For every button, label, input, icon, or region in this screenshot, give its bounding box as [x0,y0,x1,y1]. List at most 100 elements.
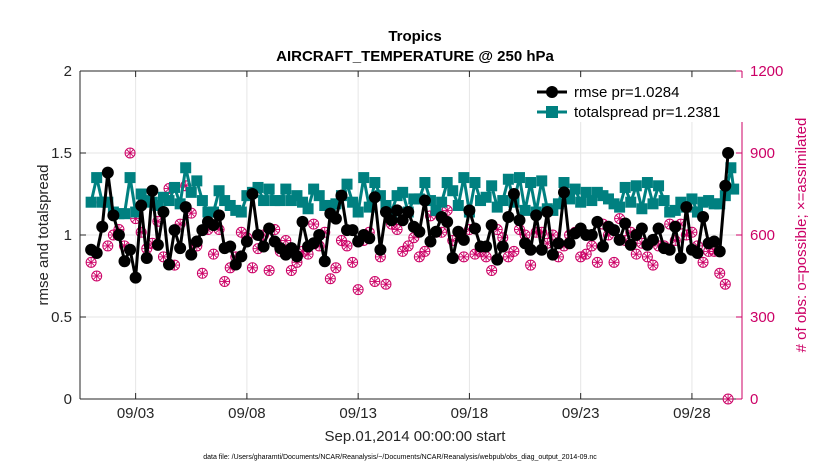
obs-marker [419,245,431,257]
totalspread-point [263,183,275,195]
rmse-point [697,210,710,223]
y-right-tick-label: 1200 [750,63,783,80]
rmse-point [185,248,198,261]
totalspread-point [497,195,509,207]
totalspread-point [608,198,620,210]
totalspread-point [480,191,492,203]
obs-marker [608,256,620,268]
totalspread-point [174,198,186,210]
legend: rmse pr=1.0284 totalspread pr=1.2381 [532,78,746,122]
totalspread-point [458,172,470,184]
obs-marker [208,248,220,260]
totalspread-point [602,193,614,205]
rmse-point [608,224,621,237]
rmse-point [313,229,326,241]
totalspread-point [513,172,525,184]
rmse-point [513,214,526,227]
rmse-point [535,243,548,256]
rmse-point [329,212,342,225]
y-right-tick-label: 600 [750,227,775,244]
rmse-point [646,233,659,246]
totalspread-point [208,206,220,218]
obs-marker [102,240,114,252]
totalspread-point [569,183,581,195]
totalspread-point [625,196,637,208]
rmse-point [441,215,454,228]
totalspread-point [508,196,520,208]
totalspread-point [619,181,631,193]
x-axis-label: Sep.01,2014 00:00:00 start [325,428,507,445]
totalspread-point [96,196,108,208]
rmse-point [680,201,693,214]
totalspread-point [308,183,320,195]
rmse-point [430,225,443,238]
footnote: data file: /Users/gharamti/Documents/NCA… [203,454,597,461]
totalspread-point [647,198,659,210]
obs-marker [196,267,208,279]
totalspread-point [302,203,314,215]
rmse-point [541,206,554,219]
rmse-point [107,209,120,222]
obs-marker [246,262,258,274]
totalspread-point [219,195,231,207]
rmse-point [157,206,170,219]
rmse-point [213,209,226,222]
totalspread-point [552,198,564,210]
x-tick-label: 09/03 [117,405,155,422]
totalspread-point [447,185,459,197]
rmse-point [368,191,381,204]
totalspread-point [85,196,97,208]
obs-marker [219,275,231,287]
rmse-point [402,206,415,219]
rmse-point [96,220,109,233]
rmse-point [619,217,632,230]
rmse-point [502,210,515,223]
rmse-point [585,229,598,241]
rmse-point [174,242,187,255]
rmse-point [463,204,476,217]
rmse-point [135,199,148,212]
totalspread-point [330,198,342,210]
totalspread-point [163,195,175,207]
totalspread-point [358,172,370,184]
totalspread-point [452,199,464,211]
obs-marker [580,248,592,260]
obs-marker [347,256,359,268]
totalspread-point [274,195,286,207]
rmse-series [85,147,735,284]
obs-marker [647,259,659,271]
obs-marker [91,270,103,282]
rmse-point [124,243,137,256]
totalspread-point [636,203,648,215]
x-tick-label: 09/18 [451,405,489,422]
rmse-point [235,250,248,263]
totalspread-point [380,199,392,211]
y-axis-left-ticks: 0 0.5 1 1.5 2 [51,63,86,408]
rmse-point [101,166,114,179]
rmse-point [652,222,665,235]
totalspread-point [691,206,703,218]
x-tick-label: 09/28 [673,405,711,422]
totalspread-point [319,199,331,211]
totalspread-point [469,177,481,189]
totalspread-point [224,199,236,211]
totalspread-point [653,180,665,192]
totalspread-point [441,177,453,189]
totalspread-point [141,195,153,207]
totalspread-point [235,206,247,218]
totalspread-point [185,186,197,198]
totalspread-point [397,186,409,198]
rmse-point [318,255,331,268]
obs-marker [586,240,598,252]
obs-marker [324,273,336,285]
totalspread-point [258,195,270,207]
totalspread-point [285,195,297,207]
rmse-point [151,238,164,251]
rmse-point [146,184,159,197]
rmse-point [557,186,570,199]
totalspread-point [169,181,181,193]
totalspread-point [475,195,487,207]
legend-rmse-marker [546,86,558,98]
obs-marker [369,275,381,287]
rmse-point [635,222,648,235]
